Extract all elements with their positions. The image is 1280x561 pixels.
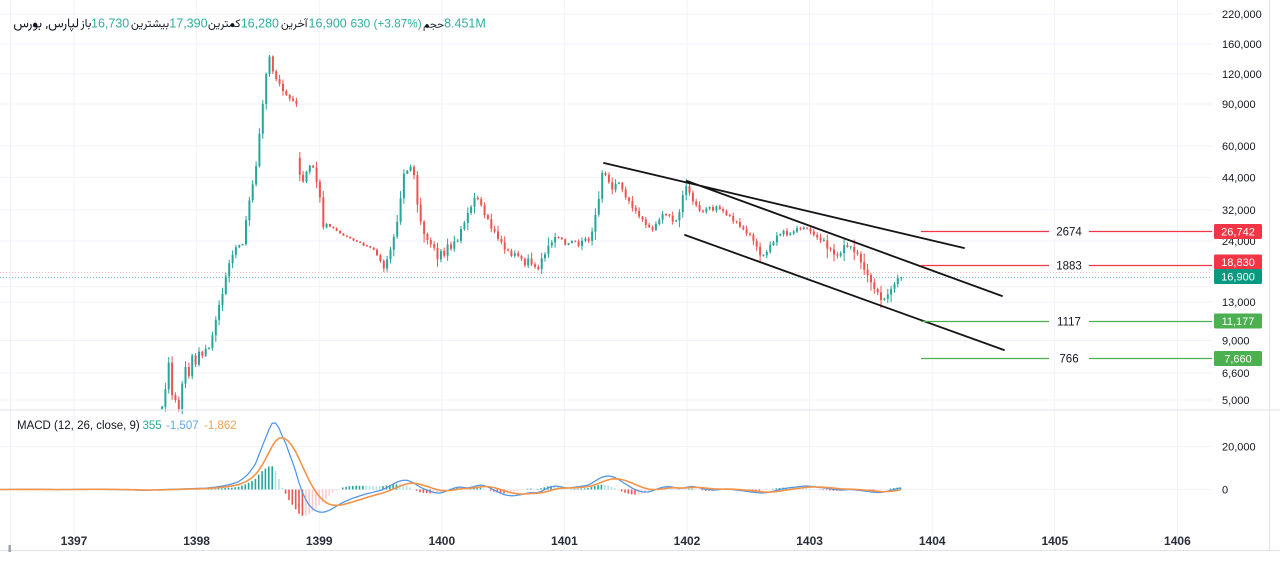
svg-text:120,000: 120,000	[1222, 69, 1262, 81]
svg-text:1406: 1406	[1164, 534, 1191, 548]
svg-text:16,730: 16,730	[91, 17, 129, 31]
svg-text:1401: 1401	[551, 534, 578, 548]
svg-text:44,000: 44,000	[1222, 173, 1256, 185]
svg-text:1883: 1883	[1056, 261, 1082, 273]
svg-text:6,600: 6,600	[1222, 368, 1250, 380]
svg-text:220,000: 220,000	[1222, 9, 1262, 21]
svg-text:630 (+3.87%): 630 (+3.87%)	[351, 17, 422, 31]
svg-text:90,000: 90,000	[1222, 99, 1256, 111]
svg-text:1117: 1117	[1057, 317, 1081, 329]
svg-text:18,830: 18,830	[1221, 257, 1255, 269]
svg-text:766: 766	[1059, 354, 1078, 366]
svg-text:16,280: 16,280	[241, 17, 279, 31]
svg-text:1405: 1405	[1041, 534, 1068, 548]
svg-text:8.451M: 8.451M	[444, 17, 486, 31]
svg-text:9,000: 9,000	[1222, 336, 1250, 348]
svg-text:16,900: 16,900	[309, 17, 347, 31]
svg-text:355: 355	[143, 420, 162, 432]
svg-text:2674: 2674	[1056, 227, 1082, 239]
svg-text:1400: 1400	[428, 534, 455, 548]
svg-text:5,000: 5,000	[1222, 395, 1250, 407]
svg-text:MACD (12, 26, close, 9): MACD (12, 26, close, 9)	[17, 420, 140, 432]
svg-text:1404: 1404	[919, 534, 946, 548]
svg-text:1403: 1403	[796, 534, 823, 548]
svg-text:20,000: 20,000	[1222, 442, 1256, 454]
svg-text:60,000: 60,000	[1222, 141, 1256, 153]
svg-text:1402: 1402	[674, 534, 701, 548]
svg-text:0: 0	[1222, 485, 1228, 497]
svg-text:17,390: 17,390	[169, 17, 207, 31]
svg-text:26,742: 26,742	[1221, 227, 1255, 239]
svg-text:32,000: 32,000	[1222, 205, 1256, 217]
svg-text:7,660: 7,660	[1224, 354, 1252, 366]
svg-text:-1,507: -1,507	[166, 420, 199, 432]
svg-text:1397: 1397	[61, 534, 88, 548]
svg-text:13,000: 13,000	[1222, 297, 1256, 309]
svg-text:1398: 1398	[183, 534, 210, 548]
svg-text:-1,862: -1,862	[204, 420, 237, 432]
svg-text:160,000: 160,000	[1222, 39, 1262, 51]
svg-text:11,177: 11,177	[1222, 316, 1255, 328]
svg-text:16,900: 16,900	[1221, 272, 1255, 284]
svg-text:1399: 1399	[306, 534, 333, 548]
